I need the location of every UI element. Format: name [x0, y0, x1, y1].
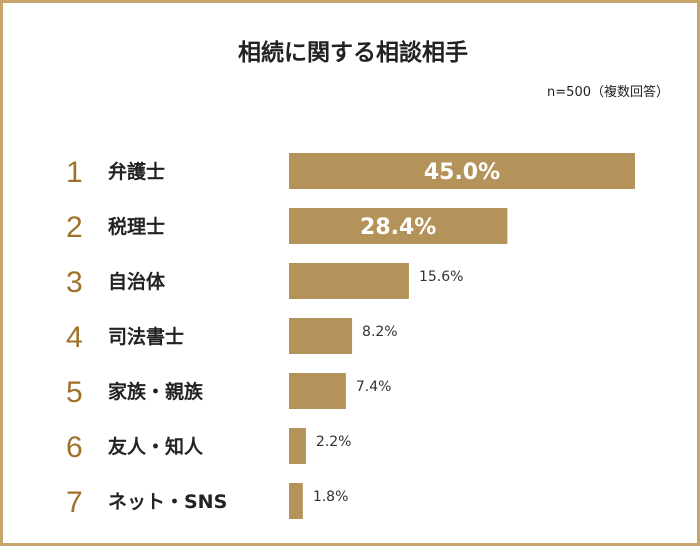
- value-label: 8.2%: [362, 324, 398, 340]
- bar: [289, 483, 303, 519]
- bar: [289, 428, 306, 464]
- rank-number: 2: [66, 211, 83, 244]
- category-label: 税理士: [108, 215, 165, 238]
- bar: [289, 208, 508, 244]
- rank-number: 6: [66, 431, 83, 464]
- value-label: 45.0%: [424, 160, 500, 185]
- value-label: 28.4%: [360, 215, 436, 240]
- chart-title: 相続に関する相談相手: [238, 40, 468, 66]
- value-label: 15.6%: [419, 269, 463, 285]
- sample-size-note: n=500（複数回答）: [547, 85, 669, 100]
- rank-number: 4: [66, 321, 83, 354]
- value-label: 1.8%: [313, 489, 349, 505]
- category-label: 自治体: [108, 270, 166, 293]
- bar: [289, 153, 635, 189]
- category-label: 友人・知人: [108, 435, 204, 458]
- rank-number: 5: [66, 376, 83, 409]
- category-label: 家族・親族: [108, 380, 204, 403]
- category-label: ネット・SNS: [108, 491, 227, 513]
- category-label: 弁護士: [108, 160, 165, 183]
- bar: [289, 373, 346, 409]
- rank-number: 1: [66, 156, 83, 189]
- bar: [289, 318, 353, 354]
- rank-number: 7: [66, 486, 83, 519]
- bar: [289, 263, 409, 299]
- rank-number: 3: [66, 266, 83, 299]
- category-label: 司法書士: [108, 325, 184, 348]
- value-label: 7.4%: [356, 379, 392, 395]
- value-label: 2.2%: [316, 434, 352, 450]
